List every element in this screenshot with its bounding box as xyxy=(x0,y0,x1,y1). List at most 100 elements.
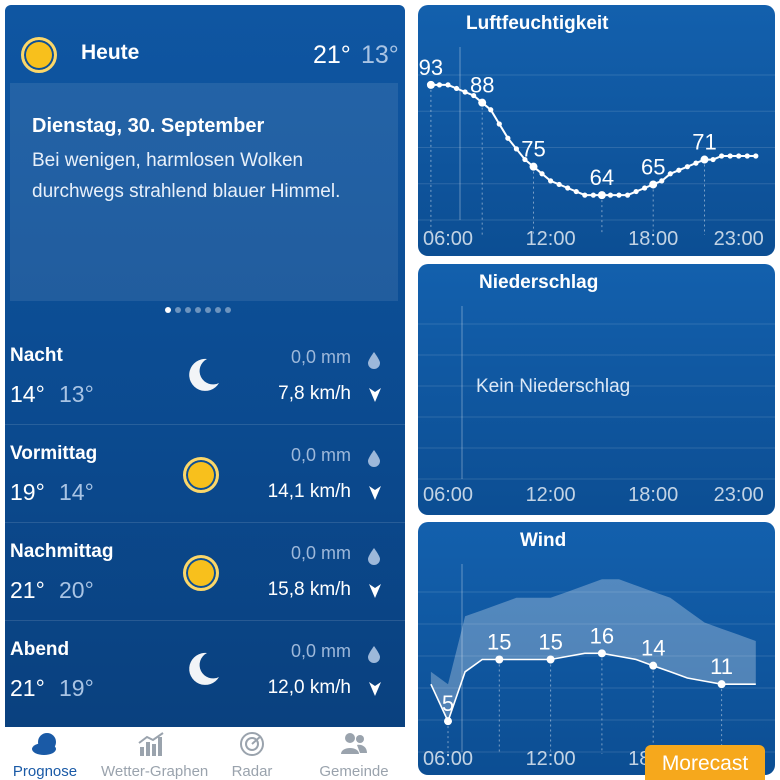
period-precipitation: 0,0 mm xyxy=(290,543,351,563)
data-label: 64 xyxy=(590,165,614,190)
labeled-point xyxy=(597,649,606,658)
humidity-chart: 93 88 75 64 65 71 06:00 12:00 18:00 23:00 xyxy=(418,47,775,250)
period-row-morning[interactable]: Vormittag 19° 14° 0,0 mm 14,1 km/h xyxy=(5,425,405,523)
humidity-point xyxy=(505,135,511,141)
today-min-temp: 13° xyxy=(361,41,399,69)
labeled-point xyxy=(426,80,435,89)
tab-wetter-graphen[interactable]: Wetter-Graphen xyxy=(101,727,208,780)
tab-prognose[interactable]: Prognose xyxy=(0,727,95,780)
period-max-temp: 21° xyxy=(10,675,45,701)
gust-band xyxy=(430,579,756,722)
period-name: Abend xyxy=(10,639,70,660)
page-indicator[interactable] xyxy=(165,307,231,315)
humidity-point xyxy=(582,192,588,198)
period-wind: 14,1 km/h xyxy=(267,481,351,502)
humidity-point xyxy=(462,89,468,95)
humidity-point xyxy=(607,192,614,198)
data-label: 71 xyxy=(692,130,716,155)
humidity-point xyxy=(676,167,682,173)
period-name: Nachmittag xyxy=(10,541,114,562)
humidity-point xyxy=(539,171,545,177)
humidity-point xyxy=(744,153,750,159)
x-tick-label: 06:00 xyxy=(423,484,473,506)
raindrop-icon xyxy=(368,352,380,369)
period-name: Vormittag xyxy=(10,443,98,464)
labeled-point xyxy=(546,655,555,664)
tab-label: Prognose xyxy=(12,763,78,780)
people-icon xyxy=(341,733,367,754)
tab-gemeinde[interactable]: Gemeinde xyxy=(304,727,404,780)
labeled-point xyxy=(478,98,487,107)
sun-icon xyxy=(183,555,219,591)
today-max-temp: 21° xyxy=(313,41,351,69)
data-label: 5 xyxy=(442,691,454,716)
period-row-evening[interactable]: Abend 21° 19° 0,0 mm 12,0 km/h xyxy=(5,621,405,719)
period-row-afternoon[interactable]: Nachmittag 21° 20° 0,0 mm 15,8 km/h xyxy=(5,523,405,621)
cloud-icon xyxy=(32,733,56,755)
chart-title: Wind xyxy=(520,530,567,551)
period-row-night[interactable]: Nacht 14° 13° 0,0 mm 7,8 km/h xyxy=(5,327,405,425)
humidity-point xyxy=(522,156,528,163)
x-tick-label: 18:00 xyxy=(628,228,678,250)
humidity-chart-panel[interactable]: 93 88 75 64 65 71 06:00 12:00 18:00 23:00 Luftfeu… xyxy=(418,5,775,256)
bottom-tab-bar: Prognose Wetter-Graphen Radar Gemeinde xyxy=(5,727,405,780)
precipitation-chart: 06:00 12:00 18:00 23:00 xyxy=(418,306,775,506)
period-min-temp: 14° xyxy=(59,479,94,505)
period-max-temp: 21° xyxy=(10,577,45,603)
labeled-point xyxy=(444,717,452,726)
page-dot[interactable] xyxy=(185,307,191,313)
humidity-point xyxy=(624,192,631,198)
tab-radar[interactable]: Radar xyxy=(202,727,302,780)
tab-label: Radar xyxy=(231,763,273,780)
data-label: 15 xyxy=(487,630,511,655)
humidity-point xyxy=(556,181,562,188)
forecast-panel: Heute 21° 13° Dienstag, 30. September Be… xyxy=(5,5,405,780)
wind-line xyxy=(430,652,756,724)
humidity-point xyxy=(667,171,673,177)
page-dot[interactable] xyxy=(175,307,181,313)
period-min-temp: 19° xyxy=(59,675,94,701)
x-tick-label: 23:00 xyxy=(714,484,764,506)
x-tick-label: 06:00 xyxy=(423,748,473,770)
page-dot[interactable] xyxy=(215,307,221,313)
wind-direction-icon xyxy=(369,388,381,402)
labeled-point xyxy=(495,655,504,664)
page-dot[interactable] xyxy=(165,307,171,313)
data-label: 11 xyxy=(710,654,733,679)
page-dot[interactable] xyxy=(225,307,231,313)
page-dot[interactable] xyxy=(195,307,201,313)
humidity-point xyxy=(710,156,716,163)
period-wind: 12,0 km/h xyxy=(267,677,351,698)
period-min-temp: 13° xyxy=(59,381,94,407)
x-tick-label: 06:00 xyxy=(423,228,473,250)
humidity-point xyxy=(633,188,639,195)
today-row[interactable]: Heute 21° 13° xyxy=(5,5,405,83)
labeled-point xyxy=(649,661,658,670)
humidity-point xyxy=(684,164,690,170)
wind-direction-icon xyxy=(369,584,381,598)
humidity-point xyxy=(565,185,571,191)
humidity-point xyxy=(513,146,519,152)
x-tick-label: 12:00 xyxy=(526,484,576,506)
moon-icon xyxy=(189,652,219,685)
chart-icon xyxy=(138,732,164,756)
moon-icon xyxy=(189,358,219,391)
period-wind: 7,8 km/h xyxy=(278,383,351,404)
raindrop-icon xyxy=(368,548,380,565)
humidity-point xyxy=(642,185,648,191)
period-precipitation: 0,0 mm xyxy=(290,347,351,367)
forecast-description-card[interactable]: Dienstag, 30. September Bei wenigen, har… xyxy=(10,83,398,301)
precipitation-chart-panel[interactable]: 06:00 12:00 18:00 23:00 Niederschlag Kein N… xyxy=(418,264,775,515)
period-wind: 15,8 km/h xyxy=(267,579,351,600)
period-precipitation: 0,0 mm xyxy=(290,445,351,465)
data-label: 16 xyxy=(590,623,614,648)
tab-label: Gemeinde xyxy=(319,763,389,780)
period-precipitation: 0,0 mm xyxy=(290,641,351,661)
period-min-temp: 20° xyxy=(59,577,94,603)
sun-icon xyxy=(21,37,57,73)
humidity-point xyxy=(471,92,477,99)
chart-title: Niederschlag xyxy=(479,272,599,293)
page-dot[interactable] xyxy=(205,307,211,313)
